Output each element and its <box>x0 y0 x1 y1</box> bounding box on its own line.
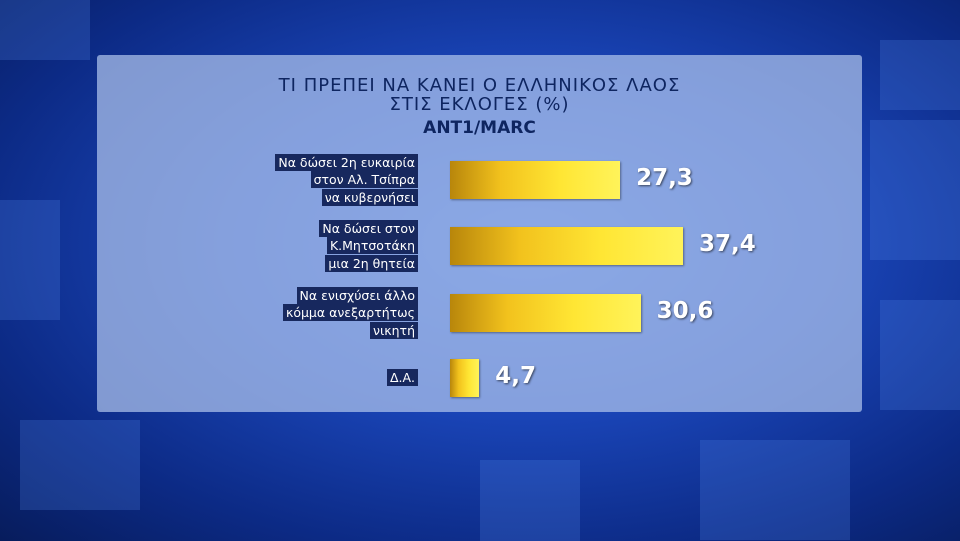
value-label: 30,6 <box>656 298 714 324</box>
value-label: 37,4 <box>699 231 756 257</box>
bar <box>450 227 683 265</box>
bar <box>450 161 621 199</box>
bg-tile <box>880 40 960 110</box>
category-text: Να δώσει στον Κ.Μητσοτάκη μια 2η θητεία <box>319 219 418 272</box>
category-label: Να ενισχύσει άλλο κόμμα ανεξαρτήτως νικη… <box>188 286 418 340</box>
chart-title: ΤΙ ΠΡΕΠΕΙ ΝΑ ΚΑΝΕΙ Ο ΕΛΛΗΝΙΚΟΣ ΛΑΟΣ ΣΤΙΣ… <box>278 75 681 115</box>
category-label: Δ.Α. <box>188 369 418 387</box>
bg-tile <box>0 200 60 320</box>
category-label: Να δώσει 2η ευκαιρία στον Αλ. Τσίπρα να … <box>188 153 418 207</box>
bg-tile <box>480 460 580 541</box>
bar <box>450 294 641 332</box>
category-text: Να ενισχύσει άλλο κόμμα ανεξαρτήτως νικη… <box>282 286 418 339</box>
bar <box>450 359 480 397</box>
bg-tile <box>0 0 90 60</box>
category-text: Να δώσει 2η ευκαιρία στον Αλ. Τσίπρα να … <box>275 153 418 206</box>
bg-tile <box>20 420 140 510</box>
category-label: Να δώσει στον Κ.Μητσοτάκη μια 2η θητεία <box>188 219 418 273</box>
value-label: 27,3 <box>636 165 693 191</box>
chart-subtitle: ANT1/MARC <box>423 118 536 138</box>
value-label: 4,7 <box>495 363 537 389</box>
bg-tile <box>880 300 960 410</box>
category-text: Δ.Α. <box>386 369 418 387</box>
bg-tile <box>870 120 960 260</box>
bg-tile <box>700 440 850 540</box>
